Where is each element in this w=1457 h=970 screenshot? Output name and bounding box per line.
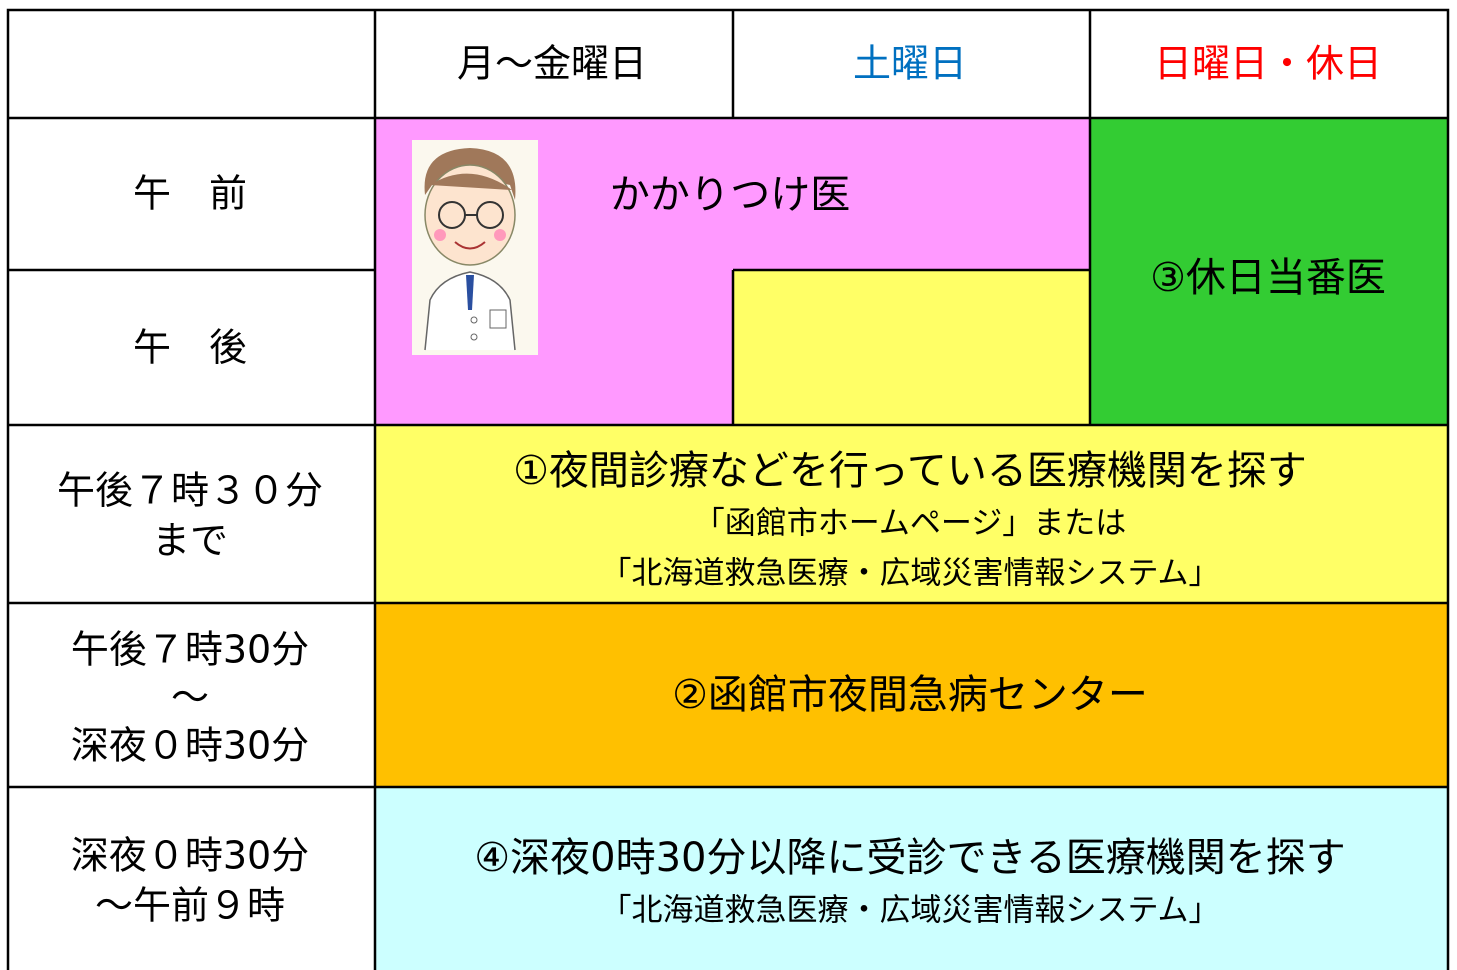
row-label: 午 前 (133, 172, 247, 216)
table-border (6, 8, 1450, 970)
cell-title: ②函館市夜間急病センター (672, 672, 1148, 718)
cell-note: 「函館市ホームページ」または (694, 506, 1126, 542)
row-label: 深夜０時30分 (71, 724, 309, 768)
grid-lines (8, 10, 1448, 970)
night-clinic-area (375, 270, 1448, 603)
late-night-area (375, 787, 1448, 970)
holiday-doctor-area (1090, 118, 1448, 425)
row-label: 午後７時30分 (71, 628, 309, 672)
row-label: ～午前９時 (95, 884, 285, 928)
row-label: 深夜０時30分 (71, 834, 309, 878)
doctor-illustration (412, 140, 538, 355)
cell-note: 「北海道救急医療・広域災害情報システム」 (600, 556, 1219, 592)
emergency-center-area (375, 603, 1448, 787)
row-label: まで (152, 519, 228, 563)
cell-note: 「北海道救急医療・広域災害情報システム」 (600, 893, 1219, 929)
cell-title: ③休日当番医 (1150, 255, 1386, 301)
cell-title: ①夜間診療などを行っている医療機関を探す (513, 448, 1307, 494)
column-header: 土曜日 (853, 42, 967, 86)
row-label: 午後７時３０分 (57, 469, 323, 513)
row-label: 午 後 (133, 326, 247, 370)
row-label: ～ (171, 676, 209, 720)
cell-title: かかりつけ医 (610, 172, 850, 218)
cell-title: ④深夜0時30分以降に受診できる医療機関を探す (474, 835, 1345, 881)
column-header: 日曜日・休日 (1154, 42, 1382, 86)
column-header: 月～金曜日 (457, 42, 647, 86)
